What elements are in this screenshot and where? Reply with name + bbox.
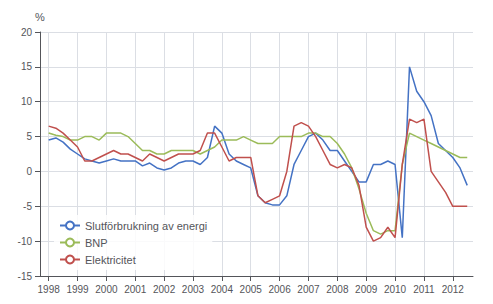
svg-text:2009: 2009 xyxy=(355,284,378,295)
svg-text:15: 15 xyxy=(21,61,33,72)
svg-text:2010: 2010 xyxy=(384,284,407,295)
svg-text:2002: 2002 xyxy=(153,284,176,295)
svg-text:2003: 2003 xyxy=(182,284,205,295)
svg-text:2007: 2007 xyxy=(297,284,320,295)
svg-text:10: 10 xyxy=(21,96,33,107)
svg-text:2006: 2006 xyxy=(268,284,291,295)
svg-text:-10: -10 xyxy=(18,236,33,247)
svg-text:2012: 2012 xyxy=(442,284,465,295)
svg-text:2000: 2000 xyxy=(95,284,118,295)
svg-text:-15: -15 xyxy=(18,271,33,282)
svg-text:Elektricitet: Elektricitet xyxy=(85,254,136,266)
svg-text:BNP: BNP xyxy=(85,237,108,249)
svg-text:0: 0 xyxy=(26,166,32,177)
svg-text:20: 20 xyxy=(21,27,33,38)
svg-text:2008: 2008 xyxy=(326,284,349,295)
svg-text:1998: 1998 xyxy=(38,284,61,295)
svg-text:Slutförbrukning av energi: Slutförbrukning av energi xyxy=(85,220,207,232)
svg-text:5: 5 xyxy=(26,131,32,142)
svg-text:-5: -5 xyxy=(23,201,32,212)
svg-text:%: % xyxy=(35,11,45,23)
svg-text:1999: 1999 xyxy=(66,284,89,295)
svg-text:2005: 2005 xyxy=(240,284,263,295)
svg-text:2004: 2004 xyxy=(211,284,234,295)
svg-text:2001: 2001 xyxy=(124,284,147,295)
svg-text:2011: 2011 xyxy=(413,284,435,295)
